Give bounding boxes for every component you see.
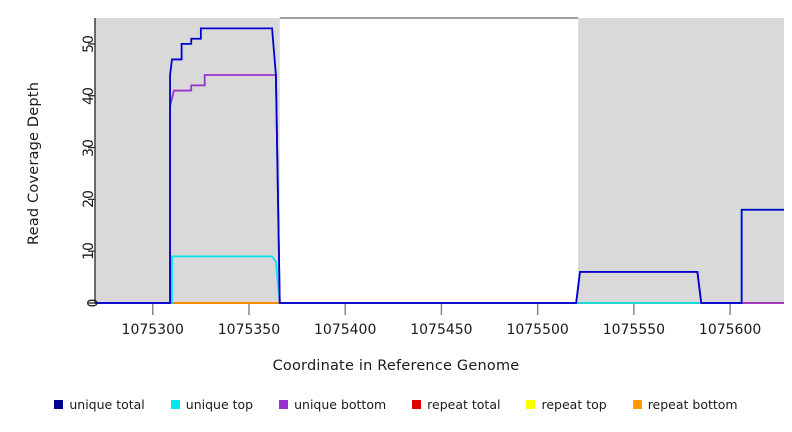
x-tick-label: 1075350 (217, 322, 281, 338)
series-line-unique-total (95, 27, 784, 304)
x-tick-label: 1075600 (698, 322, 762, 338)
legend-item-unique-top[interactable]: unique top (170, 397, 254, 412)
legend-swatch-icon (412, 400, 422, 409)
y-tick-label: 20 (81, 190, 98, 209)
y-axis-title: Read Coverage Depth (26, 81, 42, 245)
x-tick-label: 1075400 (314, 322, 377, 338)
legend-label: repeat top (541, 397, 607, 412)
x-axis-title: Coordinate in Reference Genome (272, 358, 520, 374)
legend-label: repeat bottom (647, 397, 738, 412)
chart-legend: unique total unique top unique bottom repea… (0, 397, 792, 412)
x-tick-label: 1075450 (410, 322, 473, 338)
legend-item-unique-bottom[interactable]: unique bottom (279, 397, 386, 412)
shaded-region-1 (578, 18, 784, 303)
y-tick-label: 10 (81, 242, 98, 261)
legend-swatch-icon (279, 400, 289, 409)
y-tick-label: 0 (85, 298, 102, 308)
legend-swatch-icon (54, 400, 64, 409)
y-tick-label: 40 (81, 86, 98, 105)
legend-item-repeat-bottom[interactable]: repeat bottom (632, 397, 738, 412)
legend-item-repeat-total[interactable]: repeat total (412, 397, 500, 412)
legend-swatch-icon (632, 400, 642, 409)
legend-item-repeat-top[interactable]: repeat top (526, 397, 607, 412)
legend-swatch-icon (526, 400, 536, 409)
legend-label: unique total (69, 397, 145, 412)
y-tick-label: 50 (81, 34, 98, 53)
x-tick-label: 1075550 (602, 322, 666, 338)
x-tick-label: 1075300 (121, 322, 184, 338)
x-tick-label: 1075500 (506, 322, 569, 338)
legend-label: unique bottom (294, 397, 387, 412)
legend-label: repeat total (427, 397, 501, 412)
legend-label: unique top (185, 397, 254, 412)
y-tick-label: 30 (81, 138, 98, 157)
legend-swatch-icon (170, 400, 180, 409)
shaded-region-0 (95, 18, 280, 303)
legend-item-unique-total[interactable]: unique total (54, 397, 145, 412)
